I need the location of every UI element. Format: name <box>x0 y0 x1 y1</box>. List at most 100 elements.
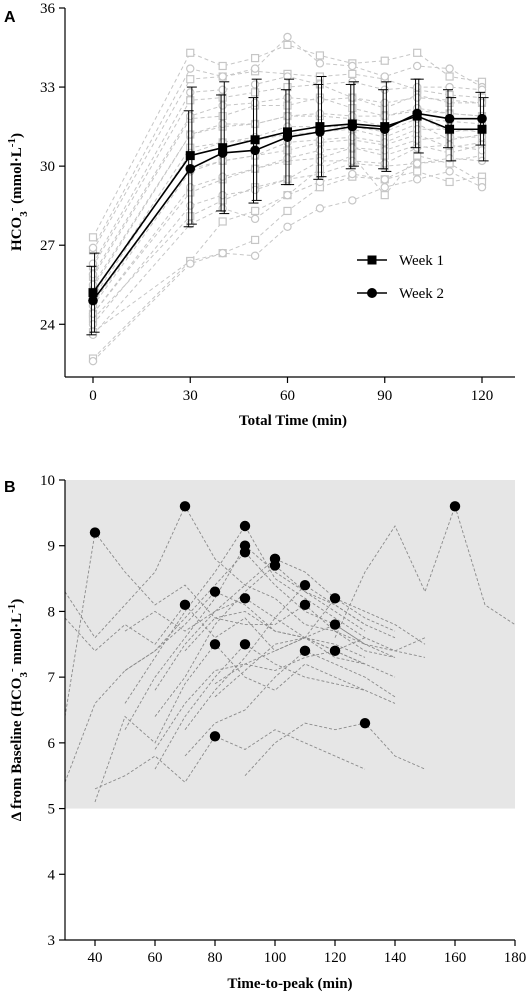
panel-b-peak-point <box>329 593 341 604</box>
panel-b-peak-point <box>239 547 251 558</box>
panel-b-y-tick-label: 4 <box>48 867 56 883</box>
panel-a-week1-mean-marker <box>185 151 195 161</box>
panel-a-individual-square-marker <box>186 75 195 84</box>
panel-a-individual-trace <box>92 118 483 299</box>
panel-a-week1-mean-marker <box>218 143 228 153</box>
panel-a-individual-circle-marker <box>250 119 260 129</box>
panel-a-x-tick-label: 0 <box>89 388 97 404</box>
panel-a-individual-circle-marker <box>218 248 227 258</box>
panel-a-individual-circle-marker <box>380 183 389 192</box>
panel-a-individual-circle-marker <box>477 132 487 142</box>
panel-a-individual-circle-marker <box>283 32 292 42</box>
panel-a-week2-mean-marker <box>379 124 390 135</box>
panel-a-individual-circle-marker <box>445 167 454 176</box>
panel-b-individual-trace <box>244 722 426 777</box>
panel-a-week1-mean-marker <box>283 127 292 137</box>
panel-a-individual-trace <box>92 123 483 296</box>
panel-a-individual-circle-marker <box>348 61 357 71</box>
panel-a-week2-mean-marker <box>88 295 98 306</box>
panel-b-individual-trace <box>124 551 396 671</box>
panel-a-individual-circle-marker <box>380 98 389 108</box>
panel-b-individual-trace <box>94 729 366 790</box>
panel-b-peak-points <box>89 501 461 742</box>
panel-a-individual-circle-marker <box>348 132 357 142</box>
panel-a-x-ticks: 0 30 60 90 120 <box>89 377 493 404</box>
panel-a-individual-square-marker <box>413 48 422 57</box>
panel-b-y-tick-label: 6 <box>48 736 56 752</box>
panel-b-x-tick-label: 80 <box>208 950 223 966</box>
panel-a-week2-mean-marker <box>185 163 196 174</box>
panel-b-peak-point <box>449 501 461 512</box>
panel-b-y-tick-label: 8 <box>48 604 56 620</box>
panel-a-individual-square-marker <box>186 212 195 221</box>
panel-a-y-tick-label: 33 <box>40 80 55 96</box>
panel-a-individual-trace <box>92 157 483 336</box>
panel-a-individual-circle-marker <box>218 190 227 200</box>
panel-a-individual-circle-marker <box>283 222 292 231</box>
panel-a-individual-circle-marker <box>412 125 422 134</box>
legend-week2-label: Week 2 <box>399 286 444 302</box>
panel-a-individual-circle-marker <box>315 96 325 105</box>
panel-b-y-ticks: 3 4 5 6 7 8 9 10 <box>40 473 65 949</box>
panel-a-mean-markers <box>88 108 487 306</box>
panel-a-x-axis-label: Total Time (min) <box>239 413 347 429</box>
panel-a-individual-circle-marker <box>283 190 292 200</box>
panel-a-x-tick-label: 120 <box>471 388 494 404</box>
panel-a-individual-circle-marker <box>348 143 357 152</box>
panel-b-peak-point <box>209 731 221 742</box>
panel-a-individual-square-marker <box>250 88 260 97</box>
panel-b-axes <box>64 480 515 941</box>
panel-a-individual-square-marker <box>186 96 195 105</box>
panel-a-week1-mean-marker <box>250 135 260 145</box>
panel-a-x-tick-label: 60 <box>280 388 295 404</box>
panel-a-individual-square-marker <box>283 206 292 216</box>
panel-a-individual-square-marker <box>218 217 227 226</box>
panel-b-individual-trace <box>154 650 366 750</box>
panel-b: B 3 4 5 6 7 8 9 10 40 60 80 100 120 140 160 180 Time-t… <box>4 473 526 992</box>
panel-a-week2-mean-marker <box>347 121 358 132</box>
panel-a-individual-circle-marker <box>477 146 487 155</box>
panel-a-individual-circle-marker <box>218 172 227 181</box>
panel-b-letter: B <box>4 479 16 496</box>
panel-a-individual-circle-marker <box>348 93 357 102</box>
panel-a-week2-mean-marker <box>477 113 487 124</box>
panel-a-individual-circle-marker <box>315 135 325 144</box>
panel-b-individual-trace <box>184 604 366 652</box>
panel-a-week2-mean-marker <box>444 113 455 124</box>
panel-a-individual-square-marker <box>380 191 389 200</box>
panel-a-individual-circle-marker <box>250 164 260 173</box>
panel-a-individual-square-marker <box>445 72 454 81</box>
panel-a-y-axis-label: HCO3- (mmol·L-1) <box>6 133 30 251</box>
panel-b-y-tick-label: 3 <box>48 933 56 949</box>
panel-b-peak-point <box>299 645 311 657</box>
panel-a-individual-circle-marker <box>380 72 389 81</box>
panel-b-peak-point <box>329 645 341 657</box>
panel-b-peak-point <box>299 579 311 591</box>
panel-a-week1-mean-marker <box>315 122 325 132</box>
panel-a-individual-circle-marker <box>218 101 227 110</box>
panel-b-x-axis-label: Time-to-peak (min) <box>227 976 352 992</box>
panel-a-individual-circle-marker <box>186 130 195 139</box>
panel-a-week1-mean-marker <box>477 124 487 134</box>
legend-week1-label: Week 1 <box>399 253 444 269</box>
panel-b-peak-point <box>239 593 251 604</box>
panel-a-individual-square-marker <box>348 104 357 113</box>
panel-a-individual-trace <box>92 133 483 304</box>
panel-a-individual-circle-marker <box>445 64 454 73</box>
panel-b-peak-point <box>89 527 101 538</box>
panel-a-individual-circle-marker <box>348 169 357 179</box>
panel-b-y-tick-label: 9 <box>48 539 56 555</box>
panel-a-individual-circle-marker <box>88 356 98 366</box>
panel-b-x-tick-label: 160 <box>444 950 467 966</box>
panel-b-x-tick-label: 40 <box>88 950 103 966</box>
panel-a-y-tick-label: 36 <box>40 1 56 17</box>
panel-a-individual-square-marker <box>445 177 454 187</box>
panel-b-peak-point <box>269 560 281 571</box>
panel-b-y-tick-label: 7 <box>48 670 56 686</box>
panel-a-individual-circle-marker <box>412 175 422 184</box>
panel-a-individual-circle-marker <box>315 177 325 187</box>
panel-a-individual-circle-marker <box>250 98 260 108</box>
panel-a-individual-square-marker <box>218 111 227 121</box>
panel-a-individual-circle-marker <box>250 80 260 89</box>
panel-a-individual-circle-marker <box>412 82 422 92</box>
